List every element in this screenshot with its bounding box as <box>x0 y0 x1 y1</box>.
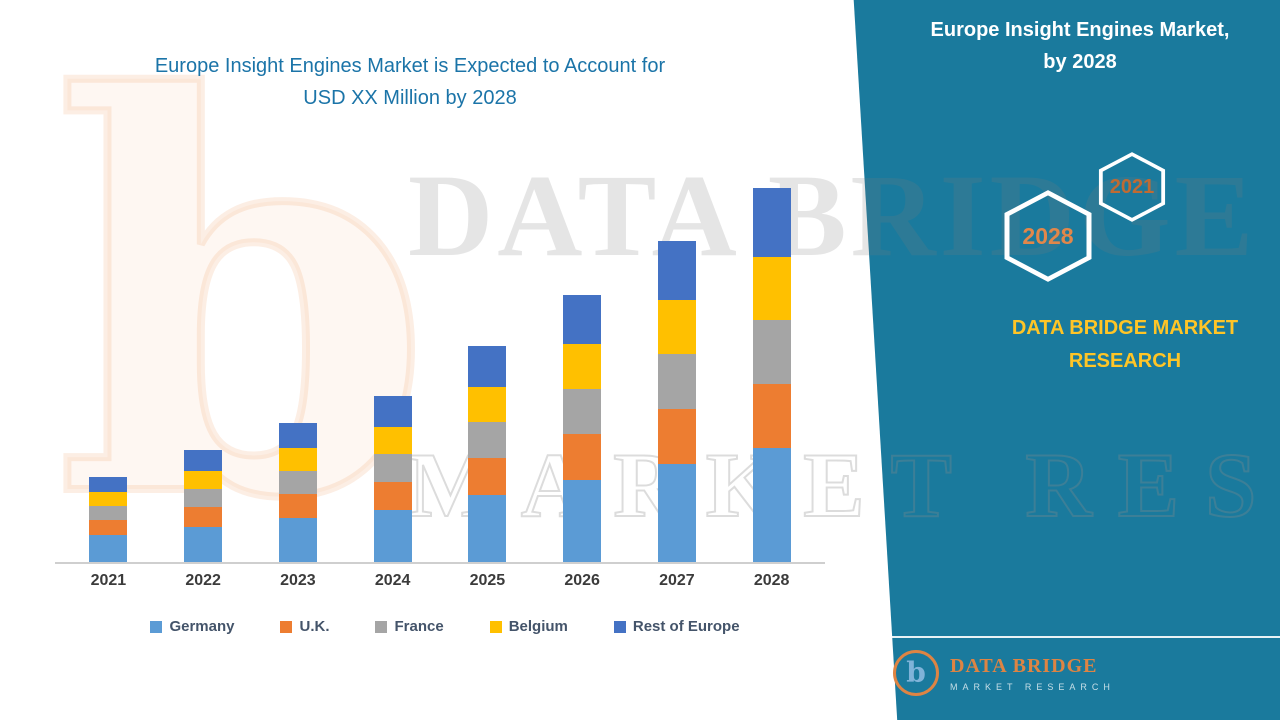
bar-segment-rest-of-europe <box>278 422 317 449</box>
bar-2028 <box>752 187 791 562</box>
chart-title-line1: Europe Insight Engines Market is Expecte… <box>154 55 666 77</box>
bar-segment-u-k- <box>184 507 223 527</box>
bar-segment-u-k- <box>468 458 507 496</box>
bar-2022 <box>184 450 223 562</box>
legend-item-belgium: Belgium <box>489 618 568 635</box>
right-panel <box>853 0 1280 720</box>
legend-item-u-k-: U.K. <box>280 618 329 635</box>
chart-title: Europe Insight Engines Market is Expecte… <box>30 50 790 114</box>
legend-item-rest-of-europe: Rest of Europe <box>613 618 740 635</box>
bar-segment-u-k- <box>657 409 696 464</box>
bar-segment-belgium <box>89 492 128 507</box>
bar-segment-rest-of-europe <box>752 187 791 258</box>
bar-segment-rest-of-europe <box>373 396 412 427</box>
bar-segment-germany <box>657 464 696 562</box>
hexagon-badge-2028: 2028 <box>998 190 1098 282</box>
bar-segment-belgium <box>752 257 791 320</box>
legend-item-germany: Germany <box>150 618 234 635</box>
bar-segment-germany <box>373 510 412 562</box>
bar-segment-u-k- <box>89 519 128 535</box>
bar-segment-belgium <box>563 344 602 389</box>
x-axis-label-2025: 2025 <box>469 572 506 589</box>
logo-text: DATA BRIDGE MARKET RESEARCH <box>950 655 1115 692</box>
bar-segment-france <box>468 421 507 459</box>
legend-label: Rest of Europe <box>632 618 740 635</box>
x-axis-label-2026: 2026 <box>564 572 600 589</box>
bar-segment-germany <box>184 526 223 562</box>
bar-2026 <box>563 294 602 562</box>
bar-segment-france <box>184 488 223 508</box>
logo-b-icon: b <box>893 650 939 696</box>
legend-swatch-icon <box>150 620 163 633</box>
bar-segment-france <box>278 470 317 495</box>
badge-year-label: 2028 <box>1022 222 1074 249</box>
chart-title-line2: USD XX Million by 2028 <box>303 87 517 109</box>
bar-segment-germany <box>278 517 317 562</box>
x-axis-labels: 2021 2022 2023 2024 2025 2026 2027 2028 <box>55 572 825 590</box>
bar-segment-rest-of-europe <box>563 294 602 345</box>
bar-segment-france <box>563 388 602 434</box>
stacked-bar-chart: 2021 2022 2023 2024 2025 2026 2027 2028 <box>55 172 825 590</box>
legend-item-france: France <box>375 618 444 635</box>
bar-segment-u-k- <box>563 433 602 480</box>
bar-segment-rest-of-europe <box>468 346 507 387</box>
panel-title-line1: Europe Insight Engines Market, <box>930 19 1230 41</box>
bar-segment-u-k- <box>752 383 791 449</box>
x-axis-label-2024: 2024 <box>374 572 411 589</box>
bar-segment-france <box>752 319 791 384</box>
bar-segment-belgium <box>657 300 696 355</box>
logo-wordmark: DATA BRIDGE <box>950 654 1098 677</box>
bar-segment-france <box>373 454 412 482</box>
legend-label: France <box>394 618 444 635</box>
bar-segment-germany <box>563 479 602 562</box>
brand-line2: RESEARCH <box>1068 350 1182 372</box>
hexagon-badge-2021: 2021 <box>1094 152 1170 222</box>
logo-tagline: MARKET RESEARCH <box>950 681 1115 692</box>
bar-2023 <box>278 422 317 562</box>
hexagon-outline-icon <box>1004 190 1092 282</box>
bar-segment-rest-of-europe <box>89 476 128 493</box>
brand-line1: DATA BRIDGE MARKET <box>1011 317 1239 339</box>
legend-label: Belgium <box>508 618 568 635</box>
bar-2025 <box>468 346 507 562</box>
bar-segment-france <box>657 354 696 410</box>
x-axis-label-2022: 2022 <box>185 572 221 589</box>
x-axis-label-2027: 2027 <box>659 572 695 589</box>
bar-segment-belgium <box>278 448 317 471</box>
chart-legend: Germany U.K. France Belgium Rest of Europe <box>60 618 830 635</box>
data-bridge-logo: b DATA BRIDGE MARKET RESEARCH <box>893 650 1115 696</box>
legend-label: Germany <box>169 618 235 635</box>
bar-2027 <box>657 240 696 562</box>
bar-segment-germany <box>468 495 507 562</box>
bar-segment-belgium <box>373 426 412 455</box>
x-axis-label-2028: 2028 <box>753 572 790 589</box>
legend-swatch-icon <box>375 620 388 633</box>
bar-segment-belgium <box>184 470 223 489</box>
bar-segment-germany <box>752 448 791 562</box>
bar-segment-belgium <box>468 386 507 422</box>
bar-segment-rest-of-europe <box>184 450 223 471</box>
plot-area <box>55 172 825 564</box>
bar-segment-france <box>89 506 128 520</box>
badge-year-label: 2021 <box>1109 175 1155 198</box>
bar-segment-rest-of-europe <box>657 240 696 301</box>
bar-segment-germany <box>89 534 128 562</box>
legend-swatch-icon <box>613 620 626 633</box>
legend-label: U.K. <box>299 618 330 635</box>
x-axis-label-2021: 2021 <box>90 572 127 589</box>
bar-segment-u-k- <box>278 494 317 518</box>
hexagon-outline-icon <box>1098 152 1166 222</box>
panel-title: Europe Insight Engines Market, by 2028 <box>890 14 1270 78</box>
legend-swatch-icon <box>489 620 502 633</box>
bar-segment-u-k- <box>373 481 412 511</box>
bar-2024 <box>373 396 412 562</box>
x-axis-label-2023: 2023 <box>280 572 316 589</box>
brand-text: DATA BRIDGE MARKET RESEARCH <box>960 312 1280 378</box>
bar-2021 <box>89 476 128 562</box>
divider-line <box>878 636 1280 638</box>
legend-swatch-icon <box>280 620 293 633</box>
panel-title-line2: by 2028 <box>1043 51 1117 73</box>
